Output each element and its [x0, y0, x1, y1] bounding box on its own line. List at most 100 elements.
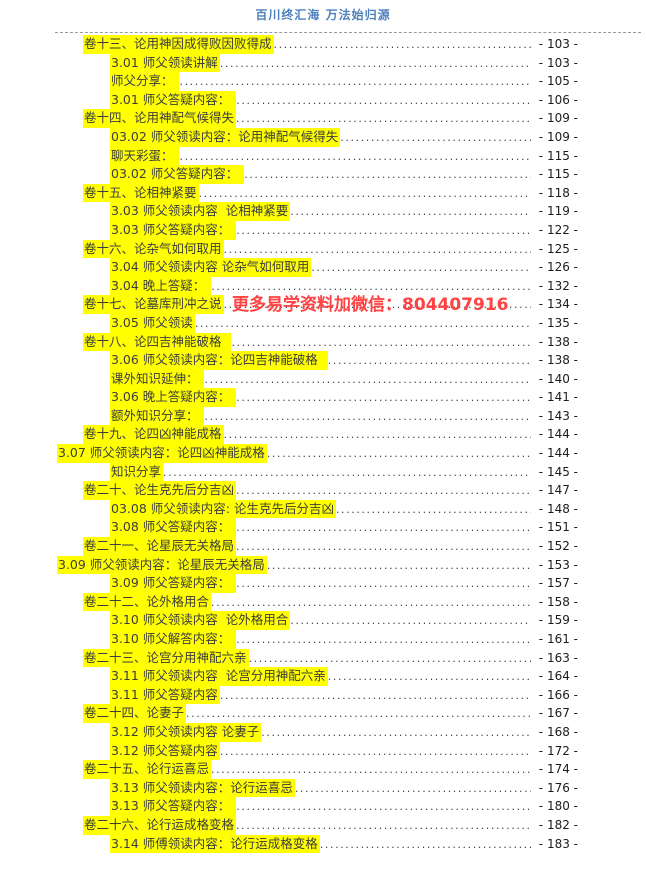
toc-entry-label: 卷十六、论杂气如何取用	[83, 239, 224, 259]
dot-leader	[220, 54, 531, 74]
toc-entry-page: - 109 -	[538, 129, 578, 144]
toc-entry[interactable]: 卷二十五、论行运喜忌 - 174 -	[55, 760, 578, 779]
toc-entry-page: - 122 -	[538, 222, 578, 237]
toc-entry[interactable]: 卷二十二、论外格用合 - 158 -	[55, 592, 578, 612]
toc-entry[interactable]: 卷十九、论四凶神能成格 - 144 -	[55, 425, 578, 445]
toc-entry[interactable]: 3.10 师父解答内容： - 161 -	[55, 630, 578, 649]
toc-entry[interactable]: 3.01 师父答疑内容： - 106 -	[55, 90, 578, 111]
toc-entry-label: 3.11 师父领读内容 论宫分用神配六亲	[110, 667, 328, 686]
header-divider	[55, 32, 641, 33]
toc-entry[interactable]: 卷二十六、论行运成格变格 - 182 -	[55, 815, 578, 835]
toc-entry-label: 3.09 师父领读内容：论星辰无关格局	[57, 555, 267, 575]
toc-entry[interactable]: 03.08 师父领读内容: 论生克先后分吉凶 - 148 -	[55, 499, 578, 519]
toc-entry[interactable]: 3.13 师父领读内容：论行运喜忌 - 176 -	[55, 778, 578, 798]
toc-entry-page: - 166 -	[538, 687, 578, 702]
toc-entry[interactable]: 卷十六、论杂气如何取用 - 125 -	[55, 239, 578, 260]
toc-entry-label: 卷十五、论相神紧要	[83, 183, 199, 203]
toc-entry[interactable]: 3.09 师父领读内容：论星辰无关格局 - 153 -	[55, 555, 578, 575]
toc-entry[interactable]: 3.04 晚上答疑： - 132 -	[55, 276, 578, 296]
dot-leader	[231, 333, 531, 353]
toc-entry-page: - 119 -	[538, 204, 578, 219]
toc-entry[interactable]: 3.12 师父领读内容 论妻子 - 168 -	[55, 722, 578, 742]
dot-leader	[340, 128, 531, 148]
toc-entry[interactable]: 聊天彩蛋： - 115 -	[55, 146, 578, 166]
page-title: 百川终汇海 万法始归源	[255, 8, 391, 22]
toc-entry[interactable]: 3.09 师父答疑内容： - 157 -	[55, 574, 578, 593]
toc-entry-label: 3.06 晚上答疑内容：	[110, 388, 237, 407]
toc-entry-page: - 163 -	[538, 650, 578, 665]
toc-entry-label: 3.12 师父领读内容 论妻子	[110, 722, 262, 742]
toc-entry-label: 卷二十三、论宫分用神配六亲	[83, 648, 249, 668]
toc-entry[interactable]: 3.11 师父领读内容 论宫分用神配六亲 - 164 -	[55, 667, 578, 686]
dot-leader	[236, 481, 531, 501]
toc-entry[interactable]: 3.07 师父领读内容：论四凶神能成格 - 144 -	[55, 444, 578, 463]
toc-entry[interactable]: 3.03 师父领读内容 论相神紧要 - 119 -	[55, 202, 578, 221]
toc-entry[interactable]: 3.05 师父领读 - 135 -	[55, 313, 578, 334]
toc-entry-label: 3.08 师父答疑内容：	[110, 518, 237, 538]
toc-entry[interactable]: 3.08 师父答疑内容： - 151 -	[55, 518, 578, 538]
dot-leader	[311, 258, 531, 278]
toc-entry-page: - 144 -	[538, 427, 578, 442]
toc-entry[interactable]: 卷二十四、论妻子 - 167 -	[55, 704, 578, 723]
toc-entry[interactable]: 卷十三、论用神因成得败因败得成 - 103 -	[55, 35, 578, 54]
dot-leader	[244, 165, 531, 185]
toc-entry-label: 3.07 师父领读内容：论四凶神能成格	[57, 444, 267, 463]
dot-leader	[290, 611, 531, 631]
toc-entry[interactable]: 3.06 师父领读内容：论四吉神能破格 - 138 -	[55, 351, 578, 370]
toc-entry-label: 3.11 师父答疑内容	[110, 685, 220, 705]
toc-entry-page: - 106 -	[538, 92, 578, 107]
toc-entry[interactable]: 03.02 师父答疑内容： - 115 -	[55, 165, 578, 184]
toc-entry-label: 3.13 师父答疑内容：	[110, 797, 237, 816]
toc-entry[interactable]: 3.01 师父领读讲解 - 103 -	[55, 53, 578, 74]
toc-entry[interactable]: 知识分享 - 145 -	[55, 462, 578, 482]
dot-leader	[195, 314, 531, 334]
toc-entry-page: - 115 -	[538, 148, 578, 163]
toc-entry-label: 卷十三、论用神因成得败因败得成	[83, 35, 274, 54]
toc-entry-label: 3.10 师父领读内容 论外格用合	[110, 611, 291, 630]
toc-entry-page: - 105 -	[538, 74, 578, 89]
toc-entry-label: 卷十九、论四凶神能成格	[83, 425, 224, 445]
dot-leader	[220, 686, 531, 706]
toc-entry[interactable]: 师父分享： - 105 -	[55, 72, 578, 91]
toc-entry[interactable]: 卷十五、论相神紧要 - 118 -	[55, 183, 578, 204]
toc-entry[interactable]: 3.14 师傅领读内容：论行运成格变格 - 183 -	[55, 834, 578, 854]
toc-entry[interactable]: 卷二十三、论宫分用神配六亲 - 163 -	[55, 648, 578, 668]
toc-entry-label: 卷二十五、论行运喜忌	[83, 760, 212, 779]
toc-entry-page: - 182 -	[538, 817, 578, 832]
dot-leader	[236, 518, 531, 538]
toc-entry[interactable]: 卷二十、论生克先后分吉凶 - 147 -	[55, 481, 578, 500]
toc-entry-page: - 172 -	[538, 743, 578, 758]
toc-entry[interactable]: 卷十七、论墓库刑冲之说 - 134 -	[55, 295, 578, 314]
dot-leader	[236, 221, 531, 241]
toc-entry[interactable]: 卷十八、论四吉神能破格 - 138 -	[55, 332, 578, 353]
toc-entry-label: 3.04 晚上答疑：	[110, 276, 212, 296]
toc-entry[interactable]: 03.02 师父领读内容：论用神配气候得失 - 109 -	[55, 127, 578, 148]
toc-entry-page: - 132 -	[538, 278, 578, 293]
toc-entry-label: 课外知识延伸：	[110, 369, 205, 389]
toc-entry-page: - 103 -	[538, 37, 578, 51]
toc-entry-label: 知识分享	[110, 462, 164, 482]
toc-entry[interactable]: 3.11 师父答疑内容 - 166 -	[55, 685, 578, 706]
toc-entry-label: 卷二十一、论星辰无关格局	[83, 537, 237, 556]
toc-entry-page: - 140 -	[538, 371, 578, 386]
dot-leader	[236, 91, 531, 111]
toc-entry-label: 额外知识分享：	[110, 406, 205, 426]
dot-leader	[224, 240, 531, 260]
toc-entry[interactable]: 3.10 师父领读内容 论外格用合 - 159 -	[55, 611, 578, 630]
toc-entry[interactable]: 3.03 师父答疑内容： - 122 -	[55, 220, 578, 241]
toc-entry[interactable]: 3.13 师父答疑内容： - 180 -	[55, 797, 578, 816]
toc-entry-label: 卷十八、论四吉神能破格	[83, 332, 232, 352]
toc-entry-label: 03.08 师父领读内容: 论生克先后分吉凶	[110, 499, 336, 519]
toc-entry-page: - 151 -	[538, 520, 578, 535]
toc-entry[interactable]: 卷二十一、论星辰无关格局 - 152 -	[55, 537, 578, 556]
toc-entry-label: 3.10 师父解答内容：	[110, 630, 237, 649]
toc-entry[interactable]: 3.12 师父答疑内容 - 172 -	[55, 741, 578, 761]
toc-entry-label: 3.01 师父答疑内容：	[110, 90, 237, 110]
dot-leader	[328, 667, 531, 687]
toc-entry[interactable]: 额外知识分享： - 143 -	[55, 406, 578, 426]
toc-entry[interactable]: 3.06 晚上答疑内容： - 141 -	[55, 388, 578, 407]
toc-entry[interactable]: 3.04 师父领读内容 论杂气如何取用 - 126 -	[55, 258, 578, 277]
toc-entry[interactable]: 课外知识延伸： - 140 -	[55, 369, 578, 389]
toc-entry[interactable]: 卷十四、论用神配气候得失 - 109 -	[55, 109, 578, 128]
dot-leader	[199, 184, 531, 204]
